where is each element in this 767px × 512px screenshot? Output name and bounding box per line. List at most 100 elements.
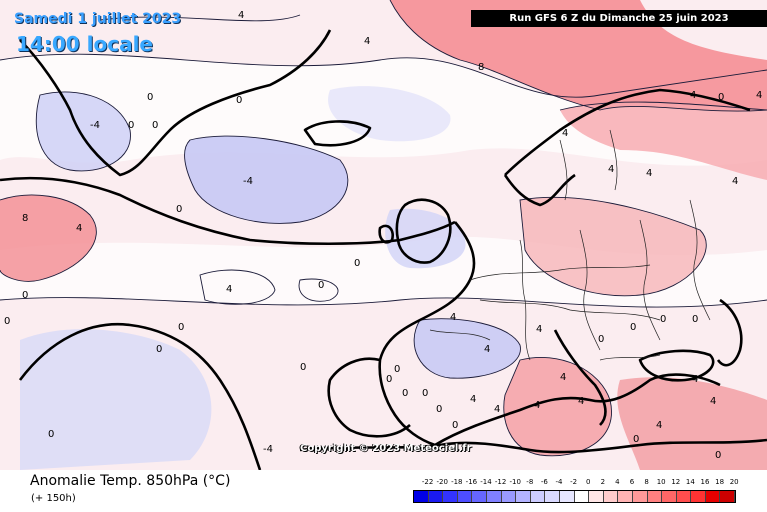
contour-value-label: 0 [147, 92, 153, 103]
cool-anomaly-zone [414, 318, 521, 379]
color-scale-swatch [530, 491, 546, 502]
color-scale-swatch [676, 491, 692, 502]
color-scale-tick-label: 16 [700, 478, 710, 486]
color-scale-tick-label: -18 [451, 478, 463, 486]
contour-value-label: 0 [692, 314, 698, 325]
contour-value-label: 0 [422, 388, 428, 399]
contour-value-label: 0 [394, 364, 400, 375]
contour-value-label: 0 [452, 420, 458, 431]
color-scale-tick-label: 2 [600, 478, 606, 486]
color-scale-tick-label: -8 [526, 478, 534, 486]
contour-value-label: 0 [318, 280, 324, 291]
color-scale-tick-label: 14 [685, 478, 695, 486]
contour-value-label: 0 [48, 429, 54, 440]
color-scale-swatch [603, 491, 619, 502]
color-scale-swatch [501, 491, 517, 502]
contour-value-label: 0 [300, 362, 306, 373]
color-scale-tick-label: 20 [729, 478, 739, 486]
contour-value-label: 4 [692, 374, 698, 385]
color-scale-bar [413, 490, 737, 503]
warm-anomaly-zone [503, 357, 612, 456]
contour-value-label: 4 [364, 36, 370, 47]
color-scale-tick-label: 10 [656, 478, 666, 486]
color-scale-swatch [574, 491, 590, 502]
color-scale-tick-label: -22 [421, 478, 434, 486]
color-scale-legend: -22 -20 -18 -16 -14 -12 -10 -8 -6 -4 -2 0 2 4 6 8 10 12 14… [413, 478, 749, 503]
contour-value-label: 0 [156, 344, 162, 355]
contour-value-label: 4 [536, 324, 542, 335]
color-scale-tick-label: -12 [494, 478, 507, 486]
contour-value-label: 4 [534, 400, 540, 411]
contour-value-label: 4 [76, 223, 82, 234]
contour-value-label: 4 [608, 164, 614, 175]
color-scale-tick-label: -4 [555, 478, 563, 486]
color-scale-tick-label: 8 [644, 478, 649, 486]
cool-anomaly-zone [328, 86, 451, 142]
contour-value-label: -4 [243, 176, 253, 187]
contour-value-label: 4 [484, 344, 490, 355]
color-scale-swatch [632, 491, 648, 502]
color-scale-tick-label: -2 [570, 478, 578, 486]
color-scale-swatch [428, 491, 444, 502]
contour-value-label: 0 [4, 316, 10, 327]
color-scale-swatch [662, 491, 677, 502]
color-scale-tick-label: 6 [629, 478, 635, 486]
color-scale-tick-label: -16 [465, 478, 478, 486]
color-scale-swatch [486, 491, 502, 502]
contour-value-label: 4 [560, 372, 566, 383]
lead-time: (+ 150h) [31, 493, 76, 504]
color-scale-tick-label: -6 [540, 478, 548, 486]
warm-anomaly-zone [390, 0, 767, 112]
contour-value-label: 0 [236, 95, 242, 106]
contour-value-label: 4 [226, 284, 232, 295]
coastlines [0, 29, 767, 470]
color-scale-labels: -22 -20 -18 -16 -14 -12 -10 -8 -6 -4 -2 0 2 4 6 8 10 12 14… [413, 478, 749, 488]
contour-value-label: 0 [152, 120, 158, 131]
contour-value-label: 0 [633, 434, 639, 445]
contour-value-label: 0 [178, 322, 184, 333]
warm-anomaly-zone [520, 197, 707, 296]
color-scale-swatch [472, 491, 487, 502]
color-scale-tick-label: 12 [671, 478, 681, 486]
color-scale-swatch [720, 491, 736, 502]
contour-value-label: 8 [22, 213, 28, 224]
country-borders [429, 129, 711, 361]
cool-anomaly-zone [36, 91, 131, 171]
contour-value-label: 0 [436, 404, 442, 415]
color-scale-swatch [589, 491, 604, 502]
contour-value-label: 0 [715, 450, 721, 461]
color-scale-tick-label: -14 [480, 478, 492, 486]
warm-anomaly-zone [560, 102, 767, 180]
contour-value-label: 4 [470, 394, 476, 405]
color-scale-tick-label: -10 [509, 478, 521, 486]
contour-value-label: 0 [718, 92, 724, 103]
color-scale-swatch [647, 491, 663, 502]
warm-anomaly-zone [0, 195, 97, 282]
contour-value-label: 8 [478, 62, 484, 73]
contour-value-label: 4 [710, 396, 716, 407]
color-scale-tick-label: 4 [615, 478, 620, 486]
contour-value-label: -4 [263, 444, 273, 455]
color-scale-swatch [414, 491, 429, 502]
contour-value-label: 0 [22, 290, 28, 301]
color-scale-swatch [691, 491, 706, 502]
contour-value-label: 0 [386, 374, 392, 385]
contour-value-label: 4 [756, 90, 762, 101]
contour-value-label: 4 [494, 404, 500, 415]
contour-value-label: 0 [598, 334, 604, 345]
contour-value-label: 0 [402, 388, 408, 399]
contour-value-label: 0 [128, 120, 134, 131]
model-run-banner: Run GFS 6 Z du Dimanche 25 juin 2023 [471, 10, 767, 27]
contour-value-label: 4 [562, 128, 568, 139]
color-scale-swatch [705, 491, 721, 502]
contour-value-label: 4 [450, 312, 456, 323]
color-scale-swatch [618, 491, 633, 502]
color-scale-tick-label: -20 [436, 478, 448, 486]
contour-value-label: 4 [578, 396, 584, 407]
cool-anomaly-zone [184, 136, 348, 224]
color-scale-tick-label: 18 [715, 478, 725, 486]
color-scale-swatch [545, 491, 560, 502]
contour-value-label: 4 [238, 10, 244, 21]
